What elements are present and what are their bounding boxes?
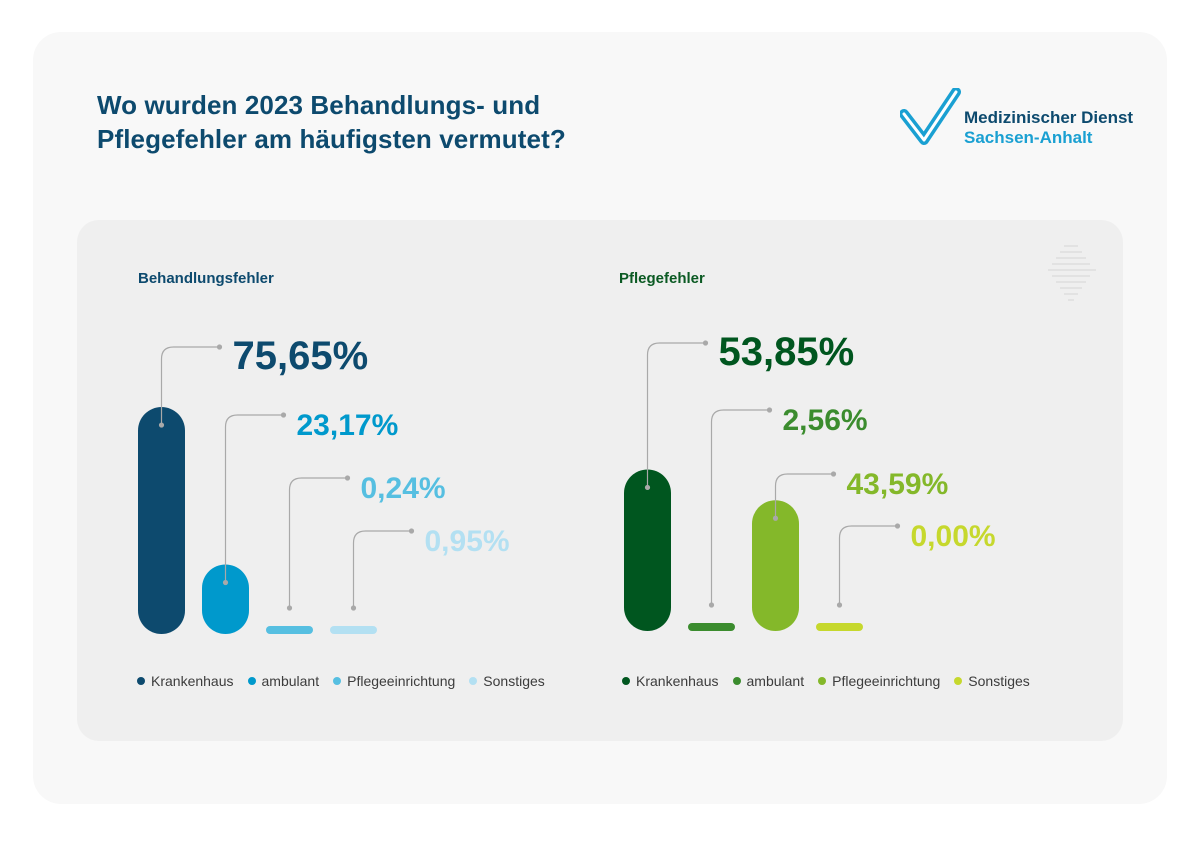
connector-line <box>838 525 898 605</box>
connector-dot <box>772 515 779 521</box>
connector-dot <box>286 605 293 611</box>
connector-dot <box>830 471 837 477</box>
connector-line <box>224 414 284 583</box>
logo: Medizinischer Dienst Sachsen-Anhalt <box>900 88 1140 148</box>
title-line-2: Pflegefehler am häufigsten vermutet? <box>97 124 566 154</box>
legend-label: ambulant <box>261 673 320 689</box>
legend-dot-icon <box>622 677 630 685</box>
legend-item: Pflegeeinrichtung <box>818 673 940 689</box>
legend-item: ambulant <box>732 673 805 689</box>
legend-item: Pflegeeinrichtung <box>333 673 455 689</box>
logo-name: Medizinischer Dienst <box>964 108 1134 127</box>
connector-dot <box>344 475 351 481</box>
connector-dot <box>702 340 709 346</box>
bar-ambulant-1 <box>688 623 735 631</box>
legend-dot-icon <box>247 677 256 685</box>
legend-label: Pflegeeinrichtung <box>832 673 941 689</box>
connector-dot <box>708 602 715 608</box>
bar-pflegeeinrichtung-0 <box>266 626 313 634</box>
data-label: 53,85% <box>719 330 855 374</box>
data-label: 0,24% <box>361 472 446 505</box>
legend-label: Sonstiges <box>968 673 1030 689</box>
data-label: 0,00% <box>911 520 996 553</box>
logo-region: Sachsen-Anhalt <box>964 128 1093 147</box>
legend-label: Sonstiges <box>483 673 545 689</box>
chart-title-pflegefehler: Pflegefehler <box>619 270 705 287</box>
legend-behandlungsfehler: Krankenhaus ambulant Pflegeeinrichtung Sons… <box>137 673 545 689</box>
legend-dot-icon <box>732 677 741 685</box>
legend-dot-icon <box>333 677 342 685</box>
legend-pflegefehler: Krankenhaus ambulant Pflegeeinrichtung Sons… <box>622 673 1030 689</box>
legend-item: Sonstiges <box>954 673 1030 689</box>
logo-text: Medizinischer Dienst Sachsen-Anhalt <box>964 108 1133 148</box>
bar-krankenhaus-1 <box>624 469 671 631</box>
legend-label: Krankenhaus <box>636 673 719 689</box>
connector-dot <box>644 484 651 491</box>
chart-panel <box>77 220 1123 741</box>
legend-label: ambulant <box>746 673 805 689</box>
data-label: 75,65% <box>233 334 369 378</box>
legend-label: Pflegeeinrichtung <box>347 673 456 689</box>
connector-dot <box>766 407 773 413</box>
bar-pflegeeinrichtung-1 <box>752 500 799 631</box>
connector-dot <box>408 528 415 534</box>
connector-dot <box>894 523 901 529</box>
legend-item: ambulant <box>247 673 320 689</box>
connector-dot <box>280 412 287 418</box>
chart-title-behandlungsfehler: Behandlungsfehler <box>138 270 274 287</box>
bar-krankenhaus-0 <box>138 407 185 634</box>
checkmark-logo-icon <box>900 88 961 145</box>
connector-line <box>774 473 834 519</box>
connector-dot <box>158 422 165 428</box>
decorative-lines-icon <box>1048 245 1096 301</box>
legend-dot-icon <box>469 677 478 685</box>
legend-label: Krankenhaus <box>151 673 234 689</box>
legend-item: Sonstiges <box>469 673 545 689</box>
connector-line <box>710 409 770 605</box>
legend-dot-icon <box>954 677 963 685</box>
bar-sonstiges-1 <box>816 623 863 631</box>
connector-dot <box>216 344 223 350</box>
legend-dot-icon <box>818 677 827 685</box>
connector-dot <box>222 579 229 586</box>
connector-line <box>646 342 706 488</box>
data-label: 23,17% <box>297 409 399 442</box>
bar-sonstiges-0 <box>330 626 377 634</box>
title-line-1: Wo wurden 2023 Behandlungs- und <box>97 90 541 120</box>
data-label: 43,59% <box>847 468 949 501</box>
connector-line <box>352 530 412 608</box>
connector-dot <box>836 602 843 608</box>
legend-item: Krankenhaus <box>137 673 234 689</box>
legend-dot-icon <box>137 677 145 685</box>
connector-line <box>160 346 220 426</box>
legend-item: Krankenhaus <box>622 673 719 689</box>
connector-line <box>288 477 348 608</box>
data-label: 0,95% <box>425 525 510 558</box>
data-label: 2,56% <box>783 404 868 437</box>
page-title: Wo wurden 2023 Behandlungs- und Pflegefe… <box>97 88 566 156</box>
connector-dot <box>350 605 357 611</box>
bar-ambulant-0 <box>202 564 249 634</box>
